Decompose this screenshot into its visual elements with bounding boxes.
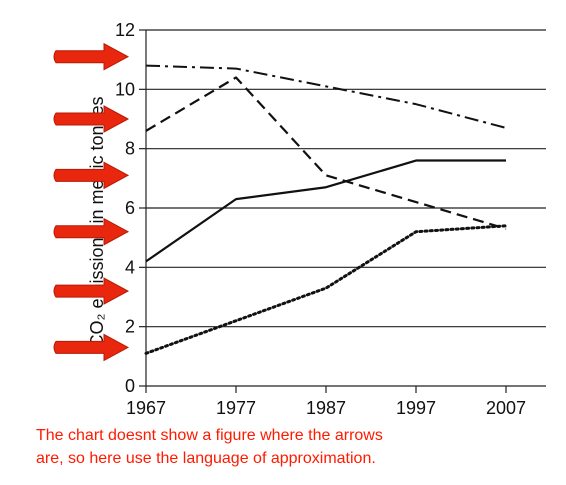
red-arrow-icon [53, 277, 130, 305]
x-tick-label: 2007 [486, 398, 526, 418]
y-tick-label: 6 [125, 198, 135, 218]
x-tick-labels: 1967 1977 1987 1997 2007 [126, 398, 526, 418]
y-tick-label: 2 [125, 317, 135, 337]
red-arrow-icon [53, 333, 130, 362]
series-lines [144, 64, 508, 355]
y-tick-label: 12 [115, 20, 135, 40]
annotation-arrows [53, 42, 130, 362]
series-line-solid [145, 159, 506, 263]
y-tick-label: 10 [115, 79, 135, 99]
series-line-dotted [144, 224, 508, 355]
red-arrow-icon [53, 105, 130, 133]
red-arrow-icon [53, 161, 130, 190]
series-line-dashed [145, 76, 507, 230]
red-arrow-icon [53, 217, 130, 246]
y-tick-labels: 0 2 4 6 8 10 12 [115, 20, 135, 396]
x-tick-label: 1977 [216, 398, 256, 418]
red-arrow-icon [53, 42, 130, 71]
y-tick-label: 0 [125, 376, 135, 396]
y-tick-label: 4 [125, 257, 135, 277]
axes [139, 29, 546, 393]
annotation-line-2: are, so here use the language of approxi… [36, 450, 376, 467]
annotation-line-1: The chart doesnt show a figure where the… [36, 427, 383, 444]
x-tick-label: 1967 [126, 398, 166, 418]
grid-lines [146, 29, 546, 328]
series-line-dashdot [145, 64, 507, 129]
annotation-note: The chart doesnt show a figure where the… [36, 424, 556, 470]
x-tick-label: 1987 [306, 398, 346, 418]
x-tick-label: 1997 [396, 398, 436, 418]
y-tick-label: 8 [125, 139, 135, 159]
